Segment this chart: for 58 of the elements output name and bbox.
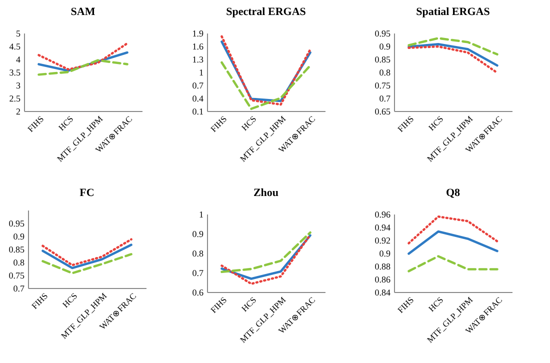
y-tick-label: 0.92 (374, 236, 390, 246)
y-tick-label: 1.6 (192, 42, 204, 52)
y-tick-label: 0.6 (192, 288, 204, 298)
line-series (408, 45, 498, 74)
y-tick-label: 2 (16, 106, 20, 116)
line-series (38, 51, 128, 72)
y-tick-label: 0.8 (13, 258, 25, 268)
y-tick-label: 0.9 (192, 229, 204, 239)
line-series (408, 37, 498, 56)
y-tick-label: 1 (199, 210, 204, 220)
y-tick-label: 0.96 (374, 210, 391, 220)
y-tick-label: 0.75 (8, 270, 25, 280)
y-tick-label: 4.5 (9, 42, 21, 52)
y-tick-label: 0.8 (192, 248, 204, 258)
y-tick-label: 0.9 (13, 232, 25, 242)
y-tick-label: 0.75 (374, 80, 391, 90)
chart-title: FC (80, 187, 94, 199)
line-series (38, 59, 128, 76)
line-series (42, 244, 132, 270)
line-series (220, 61, 312, 110)
chart-title: Spectral ERGAS (226, 6, 306, 18)
y-tick-label: 4 (16, 54, 21, 64)
y-tick-label: 1 (199, 68, 204, 78)
y-tick-label: 1.9 (192, 28, 204, 38)
y-tick-label: 0.7 (379, 94, 391, 104)
y-tick-label: 0.84 (374, 288, 391, 298)
line-series (408, 43, 498, 67)
chart-title: Q8 (446, 187, 461, 199)
y-tick-label: 0.95 (374, 28, 391, 38)
y-tick-label: 2.5 (9, 94, 21, 104)
line-series (38, 42, 128, 71)
y-tick-label: 0.9 (379, 42, 391, 52)
y-tick-label: 0.94 (374, 222, 391, 232)
line-series (42, 253, 132, 274)
chart-title: Spatial ERGAS (416, 6, 490, 18)
line-series (42, 238, 132, 266)
y-tick-label: 1.3 (192, 54, 204, 64)
y-tick-label: 0.95 (8, 218, 25, 228)
y-tick-label: 0.65 (374, 106, 391, 116)
y-tick-label: 0.86 (374, 274, 391, 284)
y-tick-label: 0.7 (13, 284, 25, 294)
y-tick-label: 0.7 (192, 268, 204, 278)
y-tick-label: 0.88 (374, 262, 391, 272)
chart-title: SAM (70, 6, 96, 18)
y-tick-label: 0.9 (379, 248, 391, 258)
line-series (220, 231, 312, 274)
y-tick-label: 3.5 (9, 68, 21, 78)
y-tick-label: 0.4 (192, 94, 204, 104)
line-series (408, 230, 498, 255)
y-tick-label: 0.1 (192, 106, 204, 116)
y-tick-label: 5 (16, 28, 21, 38)
y-tick-label: 0.7 (192, 80, 204, 90)
y-tick-label: 0.85 (374, 54, 391, 64)
y-tick-label: 3 (16, 80, 21, 90)
y-tick-label: 0.8 (379, 68, 391, 78)
y-tick-label: 0.85 (8, 244, 25, 254)
line-series (408, 215, 498, 244)
chart-title: Zhou (253, 187, 279, 199)
